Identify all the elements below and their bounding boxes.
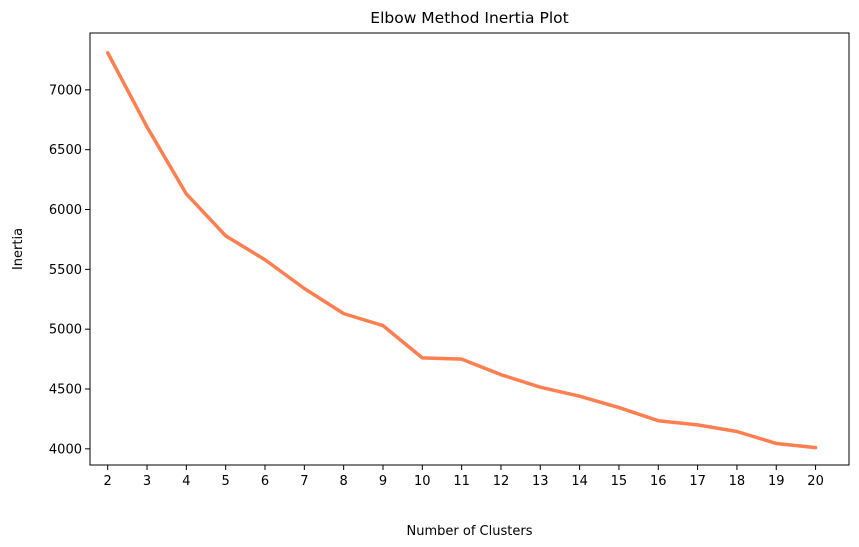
x-tick-label: 11 <box>453 474 470 489</box>
y-tick-label: 5000 <box>49 323 82 338</box>
x-tick-label: 7 <box>300 474 308 489</box>
x-tick-label: 6 <box>261 474 269 489</box>
x-tick-label: 18 <box>729 474 746 489</box>
y-tick-label: 4000 <box>49 442 82 457</box>
x-axis-ticks: 2 3 4 5 6 7 8 9 10 11 12 13 14 15 16 17 18 19 20 <box>104 465 824 489</box>
x-tick-label: 5 <box>222 474 230 489</box>
plot-area <box>89 32 850 466</box>
series-layer <box>105 51 818 450</box>
y-tick-label: 5500 <box>49 263 82 278</box>
x-tick-label: 14 <box>571 474 588 489</box>
x-tick-label: 19 <box>768 474 785 489</box>
x-tick-label: 10 <box>414 474 431 489</box>
x-tick-label: 3 <box>143 474 151 489</box>
x-tick-label: 17 <box>689 474 706 489</box>
y-tick-label: 6000 <box>49 203 82 218</box>
y-tick-label: 6500 <box>49 143 82 158</box>
x-tick-label: 9 <box>379 474 387 489</box>
x-axis-label: Number of Clusters <box>407 524 533 539</box>
y-tick-label: 4500 <box>49 383 82 398</box>
x-tick-label: 13 <box>532 474 549 489</box>
x-tick-label: 2 <box>104 474 112 489</box>
x-tick-label: 4 <box>182 474 190 489</box>
x-tick-label: 16 <box>650 474 667 489</box>
x-tick-label: 15 <box>611 474 628 489</box>
y-axis-ticks: 4000 4500 5000 5500 6000 6500 7000 <box>49 83 90 457</box>
x-tick-label: 12 <box>493 474 510 489</box>
chart-title: Elbow Method Inertia Plot <box>370 9 568 27</box>
x-tick-label: 20 <box>807 474 824 489</box>
y-tick-label: 7000 <box>49 83 82 98</box>
x-tick-label: 8 <box>340 474 348 489</box>
y-axis-label: Inertia <box>11 228 26 270</box>
